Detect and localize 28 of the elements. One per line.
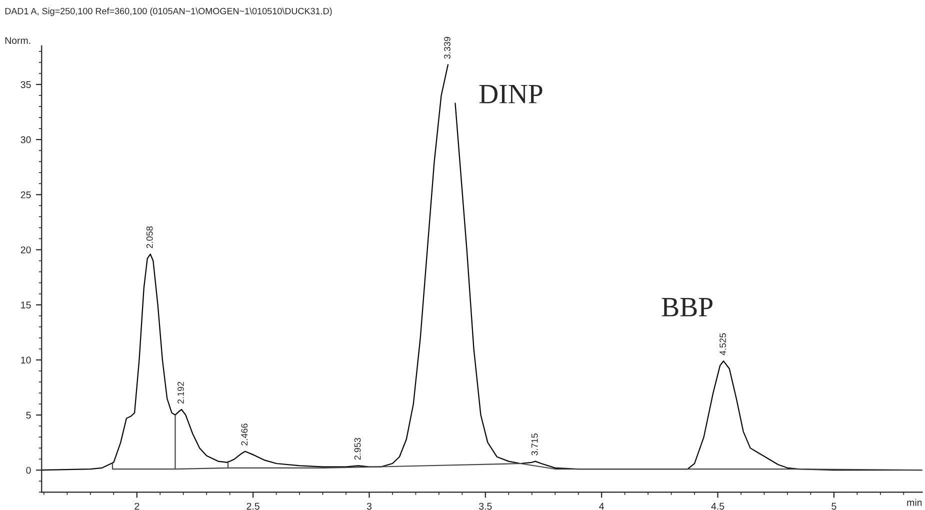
- y-tick-label: 10: [21, 356, 31, 364]
- annotation: 3.715: [531, 434, 538, 456]
- chart-title: DAD1 A, Sig=250,100 Ref=360,100 (0105AN~1\OMOGEN~1\010510\DUCK31.D): [5, 8, 332, 16]
- y-axis-title: Norm.: [5, 37, 30, 44]
- y-tick-label: 5: [26, 412, 31, 419]
- x-tick-label: 4: [599, 502, 604, 510]
- annotation: 2.953: [354, 438, 361, 460]
- x-tick-label: 3.5: [479, 502, 492, 510]
- annotation: BBP: [662, 298, 712, 316]
- x-axis-title: min: [907, 498, 922, 506]
- annotation: 2.192: [178, 382, 184, 404]
- x-tick-label: 2.5: [246, 502, 260, 510]
- annotation: 3.339: [444, 36, 450, 59]
- annotation: 2.058: [146, 226, 153, 248]
- annotation: 2.466: [241, 424, 248, 446]
- x-tick-label: 5: [832, 502, 836, 510]
- x-tick-label: 3: [366, 502, 372, 510]
- y-tick-label: 30: [20, 136, 31, 144]
- y-tick-label: 0: [26, 466, 31, 474]
- line-series: [112, 414, 922, 471]
- y-tick-label: 25: [20, 191, 31, 198]
- annotation: DINP: [479, 84, 542, 104]
- y-tick-label: 20: [20, 246, 31, 254]
- y-tick-label: 15: [21, 302, 31, 308]
- y-tick-label: 35: [20, 81, 31, 88]
- x-tick-label: 4.5: [711, 502, 724, 510]
- x-tick-label: 2: [134, 502, 140, 510]
- annotation: 4.525: [720, 333, 726, 356]
